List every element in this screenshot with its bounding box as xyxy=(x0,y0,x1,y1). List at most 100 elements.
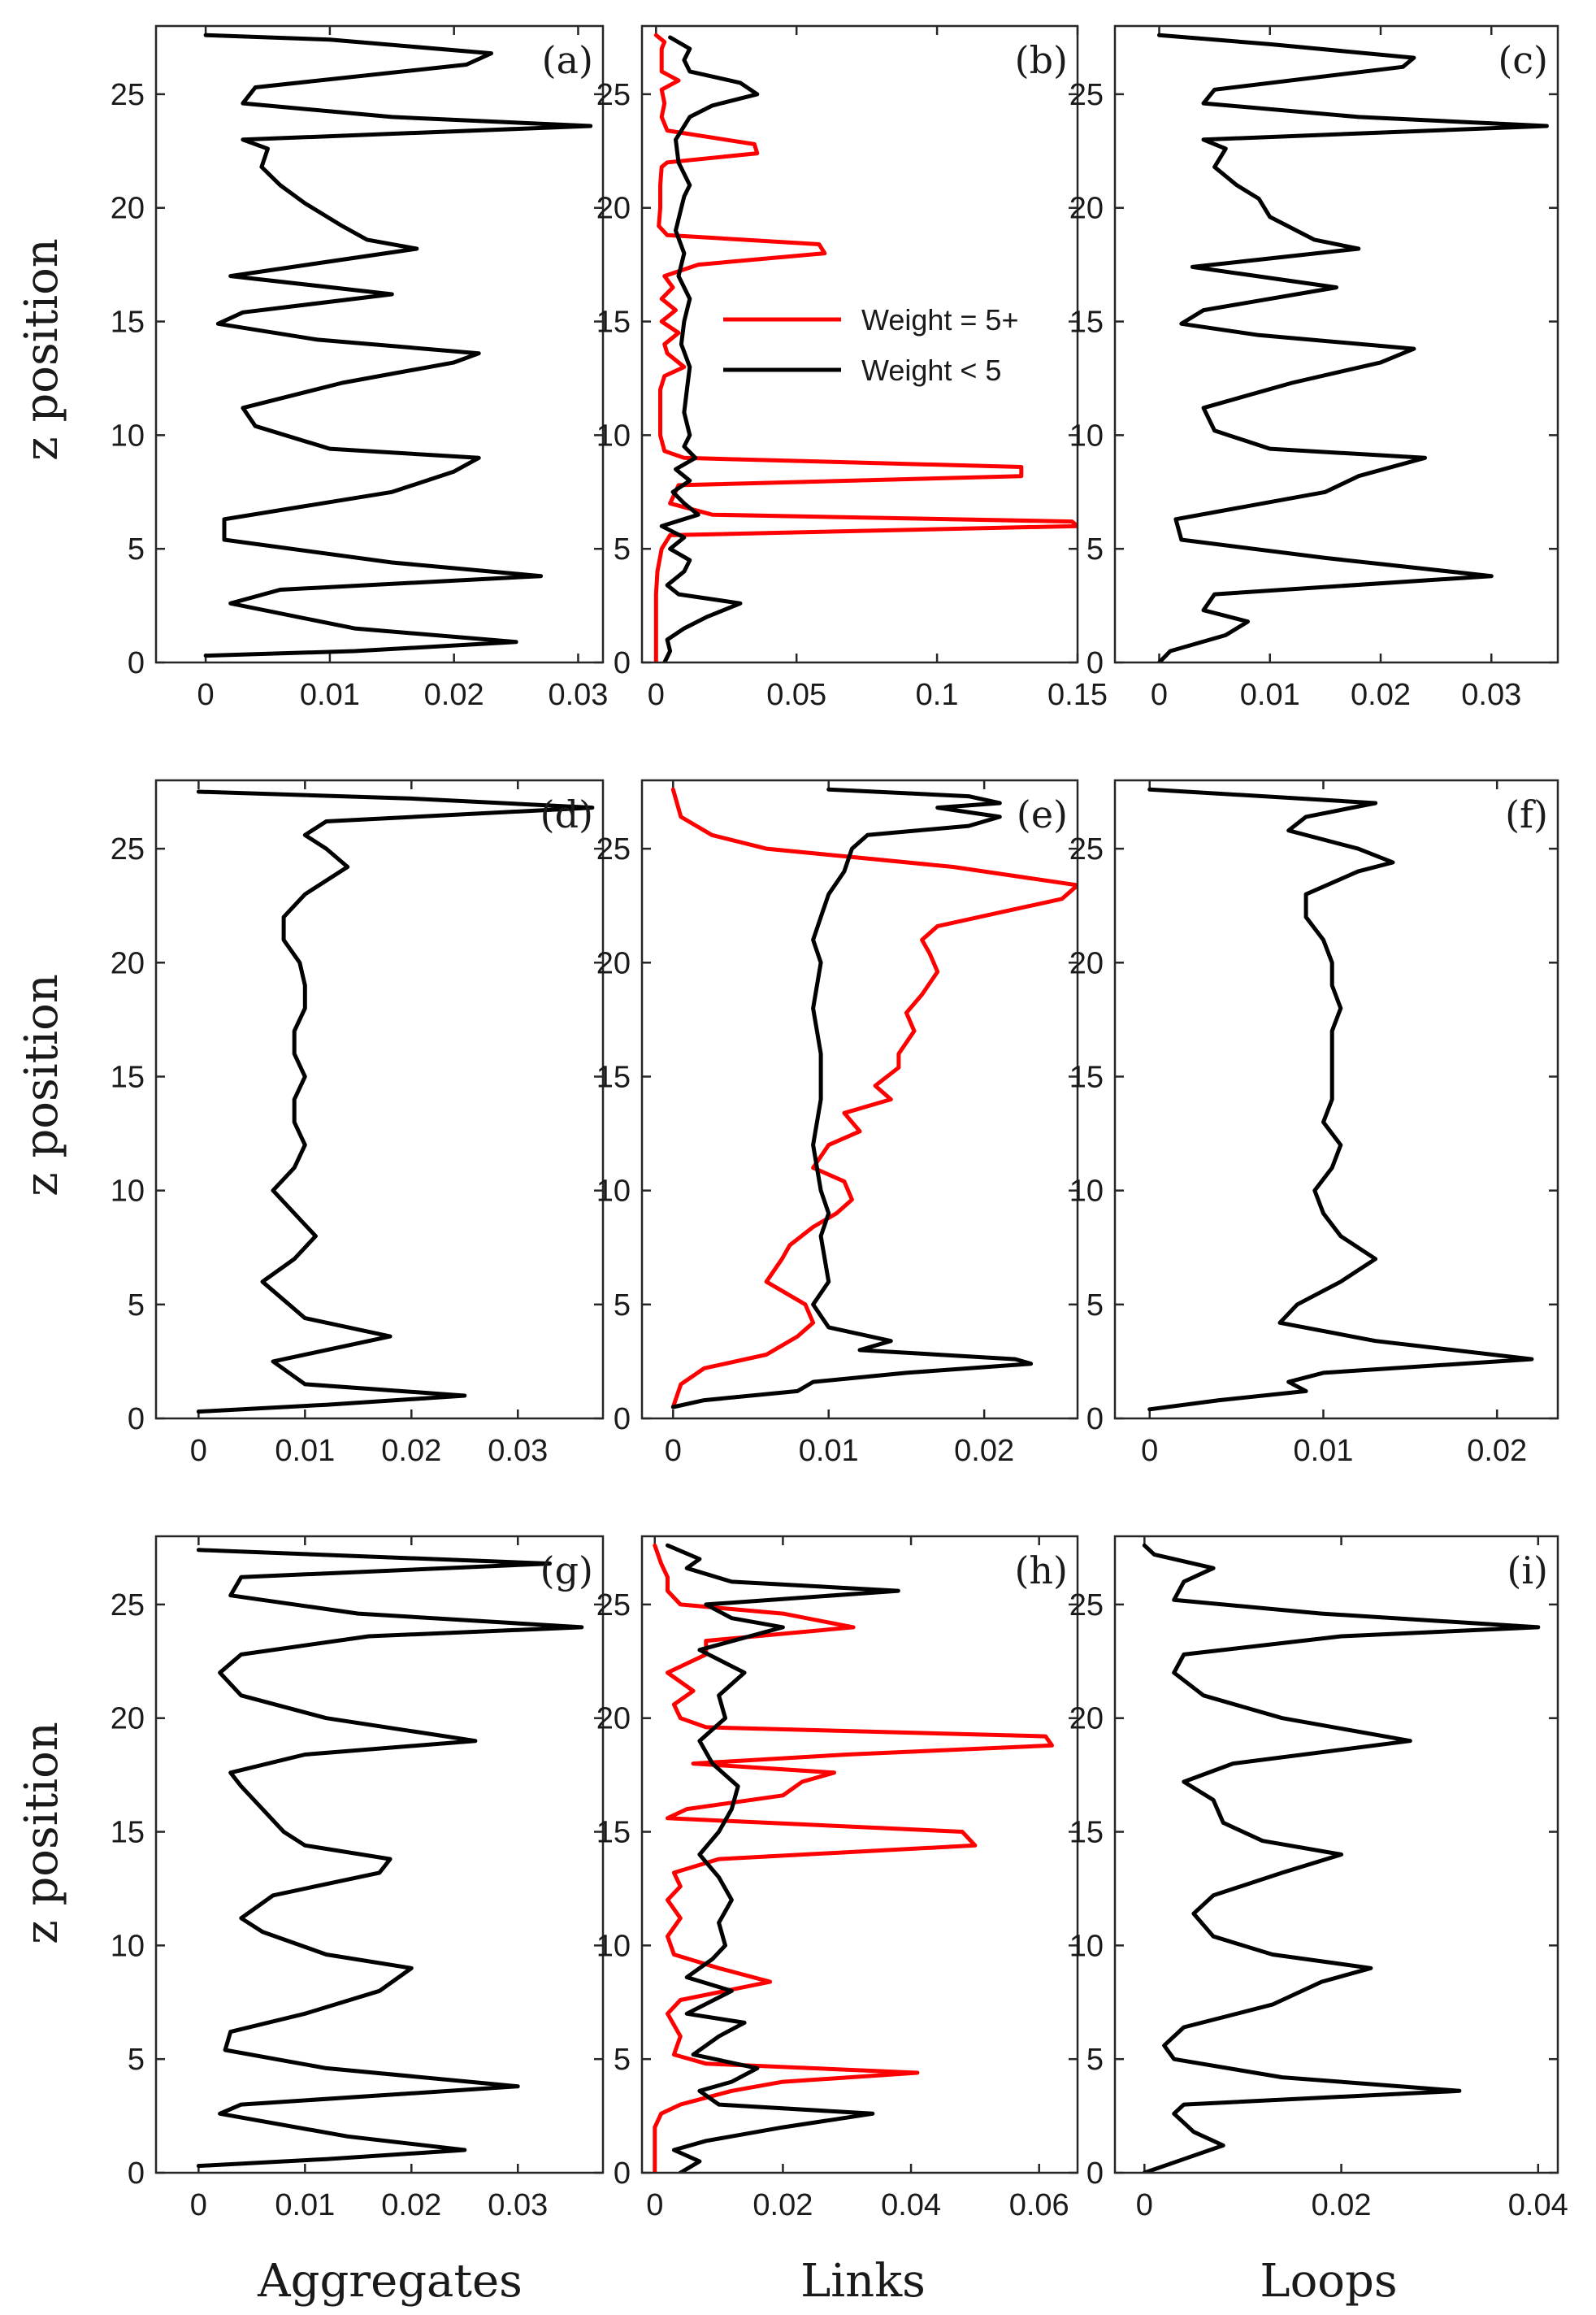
ytick-label-g-20: 20 xyxy=(111,1702,145,1736)
series-i-weight-lt5 xyxy=(1142,1543,1541,2173)
xtick-label-g-3: 0.03 xyxy=(488,2188,548,2222)
ytick-label-a-0: 0 xyxy=(128,646,145,680)
xtick-label-b-3: 0.15 xyxy=(1047,678,1108,712)
series-d-weight-lt5 xyxy=(196,789,595,1414)
xtick-label-c-3: 0.03 xyxy=(1461,678,1521,712)
ytick-label-a-25: 25 xyxy=(111,78,145,112)
ytick-label-f-0: 0 xyxy=(1086,1402,1104,1436)
ytick-label-f-15: 15 xyxy=(1069,1060,1104,1094)
xtick-label-b-2: 0.1 xyxy=(916,678,959,712)
ytick-label-i-5: 5 xyxy=(1086,2043,1104,2077)
ytick-label-h-0: 0 xyxy=(614,2156,631,2191)
xtick-label-a-0: 0 xyxy=(197,678,215,712)
legend-red-label: Weight = 5+ xyxy=(861,303,1018,337)
series-g-weight-lt5 xyxy=(196,1548,584,2169)
panel-label-a: (a) xyxy=(542,38,593,82)
ylabel-row-1: z position xyxy=(15,238,68,461)
ytick-label-e-5: 5 xyxy=(614,1288,631,1323)
series-e-weight-5plus xyxy=(670,787,1078,1409)
series-b-weight-lt5 xyxy=(659,35,760,662)
xtick-label-g-1: 0.01 xyxy=(275,2188,335,2222)
xlabel-loops: Loops xyxy=(1260,2255,1397,2308)
ytick-label-b-5: 5 xyxy=(614,532,631,567)
xtick-label-i-0: 0 xyxy=(1136,2188,1153,2222)
ylabel-row-3: z position xyxy=(15,1722,68,1944)
xtick-label-c-0: 0 xyxy=(1151,678,1168,712)
ytick-label-h-10: 10 xyxy=(596,1929,631,1963)
xtick-label-h-1: 0.02 xyxy=(752,2188,813,2222)
panel-g: 0 5 10 15 20 25 0 0.01 0.02 0.03 (g) xyxy=(111,1535,605,2222)
ytick-label-i-10: 10 xyxy=(1069,1929,1104,1963)
series-c-weight-lt5 xyxy=(1157,33,1549,662)
panel-label-d: (d) xyxy=(540,793,593,836)
axes-frame-g xyxy=(154,1535,605,2174)
panel-label-e: (e) xyxy=(1017,793,1068,836)
panel-i: 0 5 10 15 20 25 0 0.02 0.04 (i) xyxy=(1069,1535,1568,2222)
axes-frame-f xyxy=(1113,779,1559,1420)
panel-label-i: (i) xyxy=(1507,1548,1548,1592)
xtick-label-f-2: 0.02 xyxy=(1467,1434,1527,1468)
panel-a: 0 5 10 15 20 25 0 0.01 0.02 0.03 (a) xyxy=(111,24,608,712)
panel-d: 0 5 10 15 20 25 0 0.01 0.02 0.03 (d) xyxy=(111,779,605,1468)
ytick-label-a-5: 5 xyxy=(128,532,145,567)
ytick-label-g-15: 15 xyxy=(111,1816,145,1850)
legend-black-label: Weight < 5 xyxy=(861,354,1001,387)
ytick-label-d-15: 15 xyxy=(111,1060,145,1094)
ytick-label-f-25: 25 xyxy=(1069,832,1104,866)
ytick-label-f-20: 20 xyxy=(1069,946,1104,980)
ytick-label-a-15: 15 xyxy=(111,306,145,340)
xtick-label-b-1: 0.05 xyxy=(766,678,826,712)
series-a-weight-lt5 xyxy=(203,33,593,658)
ytick-label-e-15: 15 xyxy=(596,1060,631,1094)
ytick-label-c-0: 0 xyxy=(1086,646,1104,680)
ytick-label-i-0: 0 xyxy=(1086,2156,1104,2191)
xlabel-links: Links xyxy=(800,2255,926,2308)
ytick-label-a-10: 10 xyxy=(111,419,145,453)
ytick-label-e-10: 10 xyxy=(596,1175,631,1209)
xtick-label-c-1: 0.01 xyxy=(1240,678,1300,712)
ytick-label-g-25: 25 xyxy=(111,1588,145,1622)
axes-frame-a xyxy=(154,24,605,664)
panel-label-g: (g) xyxy=(540,1548,593,1592)
xtick-label-d-3: 0.03 xyxy=(488,1434,548,1468)
ytick-label-a-20: 20 xyxy=(111,192,145,226)
ytick-label-g-0: 0 xyxy=(128,2156,145,2191)
axes-frame-b xyxy=(640,24,1079,664)
ytick-label-b-0: 0 xyxy=(614,646,631,680)
ytick-label-e-25: 25 xyxy=(596,832,631,866)
xtick-label-e-1: 0.01 xyxy=(799,1434,859,1468)
xlabel-aggregates: Aggregates xyxy=(257,2255,523,2308)
ytick-label-i-15: 15 xyxy=(1069,1816,1104,1850)
xtick-label-f-0: 0 xyxy=(1141,1434,1158,1468)
ytick-label-i-25: 25 xyxy=(1069,1588,1104,1622)
xtick-label-d-1: 0.01 xyxy=(275,1434,335,1468)
ylabel-row-2: z position xyxy=(15,974,68,1197)
ytick-label-d-25: 25 xyxy=(111,832,145,866)
axes-frame-i xyxy=(1113,1535,1559,2174)
ytick-label-h-5: 5 xyxy=(614,2043,631,2077)
panel-label-h: (h) xyxy=(1014,1548,1068,1592)
series-f-weight-lt5 xyxy=(1147,787,1534,1412)
panel-label-f: (f) xyxy=(1505,793,1548,836)
xtick-label-b-0: 0 xyxy=(648,678,665,712)
axes-frame-e xyxy=(640,779,1079,1420)
ytick-label-e-0: 0 xyxy=(614,1402,631,1436)
xtick-label-e-0: 0 xyxy=(665,1434,682,1468)
ytick-label-d-10: 10 xyxy=(111,1175,145,1209)
ytick-label-d-20: 20 xyxy=(111,946,145,980)
axes-frame-h xyxy=(640,1535,1079,2174)
xtick-label-h-3: 0.06 xyxy=(1009,2188,1069,2222)
xtick-label-g-2: 0.02 xyxy=(381,2188,441,2222)
xtick-label-e-2: 0.02 xyxy=(954,1434,1014,1468)
panel-c: 0 5 10 15 20 25 0 0.01 0.02 0.03 (c) xyxy=(1069,24,1559,712)
panel-f: 0 5 10 15 20 25 0 0.01 0.02 (f) xyxy=(1069,779,1559,1468)
ytick-label-d-0: 0 xyxy=(128,1402,145,1436)
panel-h: 0 5 10 15 20 25 0 0.02 0.04 0.06 (h) xyxy=(596,1535,1079,2222)
ytick-label-c-15: 15 xyxy=(1069,306,1104,340)
ytick-label-b-20: 20 xyxy=(596,192,631,226)
xtick-label-a-1: 0.01 xyxy=(300,678,360,712)
xtick-label-a-3: 0.03 xyxy=(548,678,608,712)
ytick-label-i-20: 20 xyxy=(1069,1702,1104,1736)
